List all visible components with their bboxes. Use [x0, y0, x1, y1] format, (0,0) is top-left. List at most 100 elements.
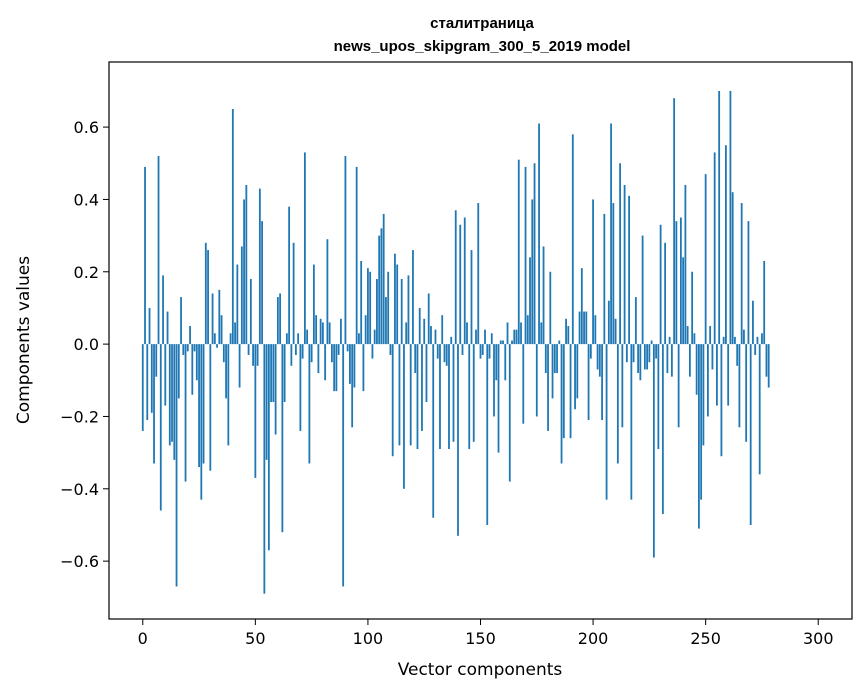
bar: [387, 271, 390, 345]
bar: [146, 344, 149, 421]
bar: [294, 344, 297, 355]
bars-group: [141, 90, 770, 594]
bar: [225, 344, 227, 399]
bar: [450, 336, 453, 345]
bar: [195, 344, 198, 381]
bar: [391, 344, 394, 457]
bar: [168, 344, 171, 446]
bar: [720, 344, 723, 457]
bar: [252, 344, 254, 366]
bar: [285, 333, 288, 345]
bar: [693, 333, 696, 345]
bar: [204, 242, 207, 345]
bar: [540, 322, 543, 345]
x-tick-label: 250: [690, 629, 721, 648]
bar: [767, 344, 770, 388]
bar: [270, 344, 273, 402]
bar: [562, 344, 565, 439]
bar: [324, 344, 327, 381]
bar: [189, 326, 191, 345]
bar: [213, 333, 216, 345]
bar: [281, 344, 284, 533]
bar: [292, 242, 295, 345]
bar: [263, 344, 266, 594]
bar: [499, 340, 502, 345]
bar: [565, 318, 567, 345]
bar: [695, 344, 698, 395]
bar: [400, 279, 403, 345]
bar: [594, 315, 597, 345]
bar: [229, 333, 232, 345]
bar: [610, 123, 612, 345]
bar: [364, 315, 367, 345]
bar: [763, 260, 766, 345]
bar: [430, 326, 432, 345]
bar: [736, 344, 739, 366]
bar: [191, 344, 194, 395]
bar: [603, 213, 606, 345]
bar: [315, 315, 318, 345]
bar: [520, 322, 522, 345]
bar: [632, 344, 635, 363]
bar: [317, 344, 320, 374]
bar: [202, 344, 205, 464]
bar: [497, 344, 500, 453]
bar: [441, 315, 444, 345]
bar: [373, 329, 376, 345]
bar: [256, 344, 259, 366]
bar: [526, 315, 529, 345]
bar: [177, 344, 180, 399]
bar: [265, 344, 268, 460]
bar: [670, 344, 673, 377]
bar: [542, 246, 545, 345]
bar: [312, 264, 315, 345]
bar: [157, 156, 160, 345]
bar: [234, 322, 236, 345]
bar: [758, 344, 761, 475]
bar: [454, 210, 457, 345]
y-tick-label: −0.6: [60, 552, 99, 571]
bar: [321, 322, 324, 345]
bar: [319, 318, 322, 345]
bar: [740, 203, 743, 345]
bar: [549, 271, 552, 345]
bar: [511, 340, 513, 345]
bar: [495, 344, 498, 381]
bar: [436, 344, 439, 359]
bar: [243, 199, 245, 345]
bar: [551, 344, 554, 399]
bar: [425, 344, 428, 402]
bar: [727, 344, 730, 406]
bar: [470, 250, 473, 345]
bar: [506, 322, 509, 345]
bar: [533, 163, 536, 345]
bar: [749, 344, 752, 525]
bar: [675, 221, 678, 345]
bar: [175, 344, 178, 587]
bar: [283, 344, 286, 402]
bar: [306, 329, 309, 345]
bar: [556, 344, 558, 374]
bar: [166, 311, 169, 345]
bar: [652, 344, 655, 558]
bar: [646, 344, 649, 370]
bar: [351, 344, 354, 428]
bar: [335, 344, 338, 392]
bar: [376, 279, 378, 345]
y-axis-ticks: −0.6 −0.4 −0.2 0.0 0.2 0.4 0.6: [60, 118, 109, 571]
bar: [443, 344, 446, 363]
bar: [619, 163, 621, 345]
bar: [380, 228, 383, 345]
bar: [344, 156, 347, 345]
bar: [756, 336, 759, 345]
x-tick-label: 100: [353, 629, 384, 648]
y-tick-label: 0.4: [74, 190, 99, 209]
bar: [301, 344, 304, 359]
bar: [245, 184, 248, 345]
bar: [745, 344, 748, 442]
bar: [394, 253, 396, 345]
bar: [297, 333, 300, 345]
bar: [303, 152, 306, 345]
bar: [418, 307, 421, 345]
bar: [623, 184, 626, 345]
